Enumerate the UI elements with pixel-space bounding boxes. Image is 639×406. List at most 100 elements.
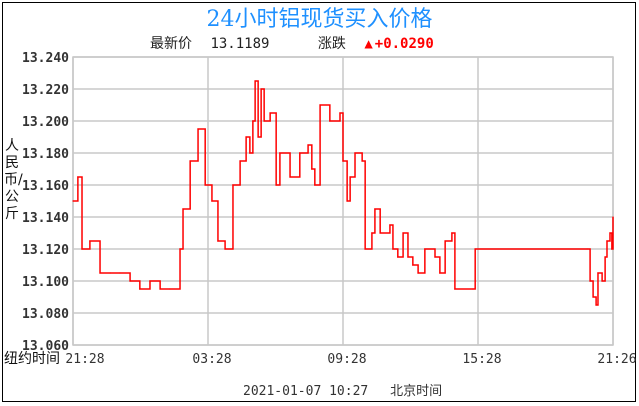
data-point [592,296,594,298]
data-point [179,248,181,250]
y-tick-label: 13.160 [22,179,69,194]
chart-frame [2,2,636,402]
data-point [434,256,436,258]
data-point [389,224,391,226]
price-line [73,80,614,306]
data-point [81,248,83,250]
data-point [597,272,599,274]
data-point [329,120,331,122]
data-point [402,232,404,234]
data-point [397,256,399,258]
data-point [307,144,309,146]
data-point [249,152,251,154]
data-point [109,272,111,274]
chart-title: 24小时铝现货买入价格 [206,7,433,32]
data-point [604,256,606,258]
y-tick-label: 13.200 [22,115,69,130]
data-point [609,232,611,234]
y-tick-label: 13.180 [22,147,69,162]
data-point [346,200,348,202]
x-tick-label: 21:26 [597,352,636,367]
data-point [254,80,256,82]
y-tick-label: 13.240 [22,51,69,66]
data-point [169,288,171,290]
latest-label: 最新价 [150,36,192,52]
data-point [159,288,161,290]
data-point [314,184,316,186]
data-point [263,120,265,122]
data-point [197,128,199,130]
data-point [260,88,262,90]
y-tick-label: 13.140 [22,211,69,226]
data-point [407,256,409,258]
y-tick-label: 13.060 [22,339,69,354]
data-point [77,176,79,178]
footer-datetime: 2021-01-07 10:27 [243,384,369,399]
data-point [204,184,206,186]
x-axis-label: 纽约时间 [4,351,60,367]
data-point [612,216,614,218]
data-point [611,248,613,250]
data-point [311,168,313,170]
data-point [339,112,341,114]
y-tick-label: 13.120 [22,243,69,258]
data-point [606,240,608,242]
data-point [189,160,191,162]
data-point [354,152,356,154]
change-label: 涨跌 [317,36,346,52]
x-tick-label: 09:28 [327,352,366,367]
data-point [364,248,366,250]
data-point [601,280,603,282]
data-point [224,248,226,250]
data-point [439,272,441,274]
data-point [275,184,277,186]
y-tick-label: 13.100 [22,275,69,290]
data-point [412,264,414,266]
data-point [374,208,376,210]
data-point [232,184,234,186]
data-point [89,240,91,242]
data-point [289,176,291,178]
data-point [72,200,74,202]
data-point [269,112,271,114]
data-point [139,288,141,290]
data-point [182,208,184,210]
data-point [299,152,301,154]
data-point [211,200,213,202]
x-tick-label: 15:28 [462,352,501,367]
y-tick-label: 13.220 [22,83,69,98]
data-point [239,160,241,162]
y-axis-label: 人民币/公斤 [4,138,23,222]
footer-timezone: 北京时间 [390,384,443,399]
data-point [474,248,476,250]
data-point [257,136,259,138]
data-point [279,152,281,154]
data-point [361,160,363,162]
triangle-up-icon: ▲ [364,36,373,52]
data-point [149,280,151,282]
data-point [99,272,101,274]
change-value: +0.0290 [374,36,434,52]
data-point [252,120,254,122]
data-point [472,288,474,290]
data-point [589,280,591,282]
data-point [595,304,597,306]
data-point [454,288,456,290]
data-point [349,176,351,178]
data-point [451,232,453,234]
price-summary: 最新价 13.1189 涨跌 ▲ +0.0290 [150,33,444,53]
data-point [217,240,219,242]
x-tick-label: 21:28 [65,352,104,367]
data-point [379,232,381,234]
y-tick-label: 13.080 [22,307,69,322]
data-point [586,248,588,250]
data-point [129,280,131,282]
x-tick-label: 03:28 [192,352,231,367]
data-point [444,240,446,242]
data-point [119,272,121,274]
footer: 2021-01-07 10:27 北京时间 [243,380,456,399]
latest-value: 13.1189 [210,36,270,52]
data-point [424,248,426,250]
